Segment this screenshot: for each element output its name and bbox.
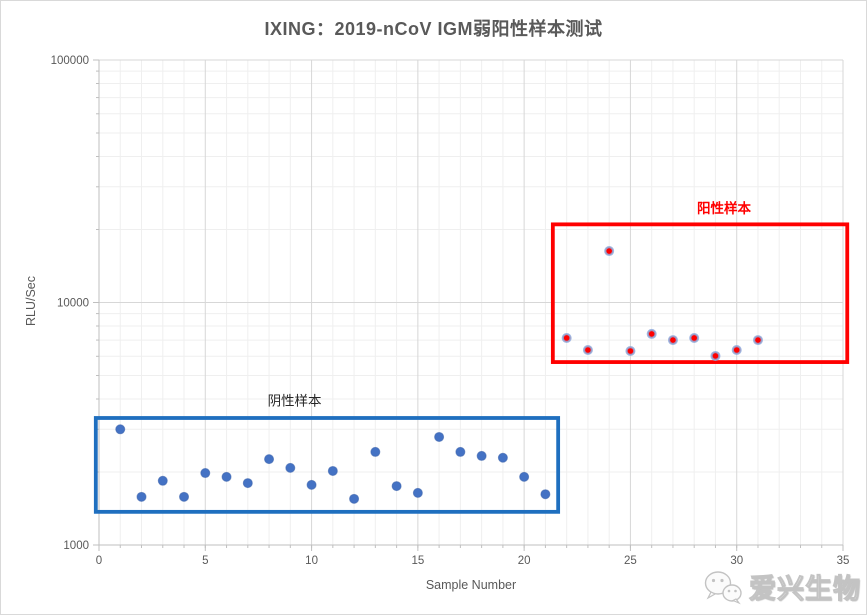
- data-point-series0: [136, 491, 147, 502]
- data-point-series0: [179, 491, 190, 502]
- data-point-series0: [519, 471, 530, 482]
- annotation-label-1: 阳性样本: [697, 200, 751, 216]
- annotation-box-0: [93, 416, 561, 514]
- data-point-series0: [306, 479, 317, 490]
- x-tick-label: 30: [730, 555, 743, 567]
- data-point-series0: [115, 424, 126, 435]
- data-point-series1: [646, 328, 657, 339]
- x-tick-label: 0: [96, 555, 102, 567]
- data-point-series0: [349, 493, 360, 504]
- x-axis-title: Sample Number: [425, 578, 517, 592]
- x-tick-label: 25: [624, 555, 637, 567]
- data-point-series0: [242, 478, 253, 489]
- y-tick-label: 10000: [57, 298, 89, 310]
- y-tick-label: 100000: [51, 55, 89, 67]
- data-point-series0: [327, 465, 338, 476]
- data-point-series1: [667, 335, 678, 346]
- data-point-series1: [689, 332, 700, 343]
- chart-title: IXING：2019-nCoV IGM弱阳性样本测试: [264, 19, 603, 39]
- data-point-series1: [604, 246, 615, 257]
- data-point-series0: [370, 446, 381, 457]
- x-tick-label: 15: [411, 555, 424, 567]
- data-point-series1: [582, 344, 593, 355]
- x-tick-label: 20: [518, 555, 531, 567]
- data-point-series0: [200, 468, 211, 479]
- data-point-series0: [497, 452, 508, 463]
- annotation-label-0: 阴性样本: [268, 393, 322, 408]
- data-point-series1: [752, 335, 763, 346]
- data-point-series0: [264, 454, 275, 465]
- data-point-series1: [561, 332, 572, 343]
- x-tick-label: 10: [305, 555, 318, 567]
- data-point-series1: [731, 344, 742, 355]
- data-point-series0: [476, 450, 487, 461]
- annotation-box-1: [550, 222, 850, 364]
- data-point-series0: [455, 446, 466, 457]
- data-point-series0: [434, 431, 445, 442]
- data-point-series0: [412, 487, 423, 498]
- data-point-series1: [625, 345, 636, 356]
- y-tick-label: 1000: [63, 540, 89, 552]
- data-point-series0: [391, 481, 402, 492]
- x-tick-label: 5: [202, 555, 208, 567]
- data-point-series1: [710, 350, 721, 361]
- data-point-series0: [285, 462, 296, 473]
- data-point-series0: [157, 475, 168, 486]
- data-point-series0: [221, 471, 232, 482]
- x-tick-label: 35: [837, 555, 850, 567]
- data-point-series0: [540, 489, 551, 500]
